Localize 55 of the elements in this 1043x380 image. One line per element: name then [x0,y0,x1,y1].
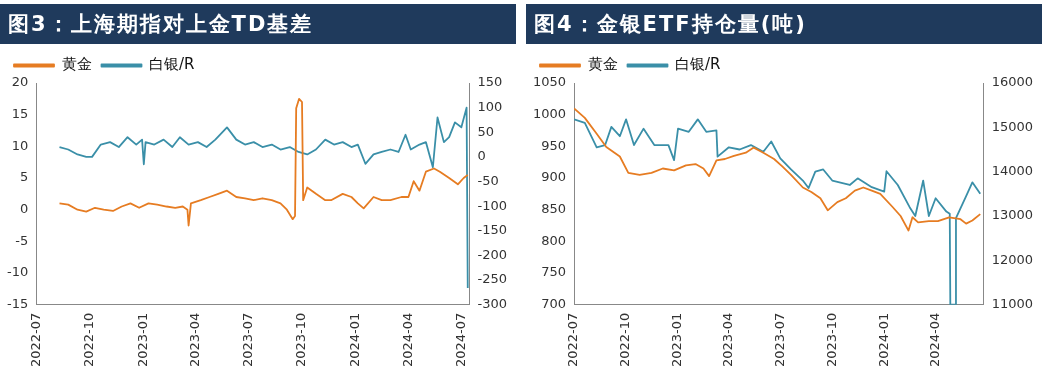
y-tick-label: 15 [11,106,29,122]
y2-tick-label: -250 [477,271,508,287]
y-tick-label: 10 [11,137,29,153]
x-tick-label: 2023-07 [239,312,255,368]
y2-tick-label: 0 [477,148,486,164]
y2-tick-label: 100 [477,99,503,115]
y-tick-label: 1000 [532,106,567,122]
x-tick-label: 2023-04 [186,312,202,368]
legend-label: 黄金 [61,55,92,74]
x-tick-label: 2024-04 [927,312,942,368]
x-tick-label: 2023-10 [823,312,839,368]
y-tick-label: 750 [541,264,567,280]
y2-tick-label: -200 [477,246,508,262]
y-tick-label: -5 [15,232,29,248]
y2-tick-label: 50 [477,123,495,139]
y2-tick-label: 150 [477,74,503,90]
x-tick-label: 2024-04 [399,312,415,368]
y2-tick-label: -150 [477,222,508,238]
x-tick-label: 2023-07 [771,312,787,368]
x-tick-label: 2022-10 [81,312,97,368]
y2-tick-label: -50 [477,172,499,188]
y-tick-label: 800 [541,232,567,248]
y-tick-label: 950 [541,137,567,153]
x-tick-label: 2024-07 [452,312,468,368]
legend-label: 白银/R [675,55,721,74]
y2-tick-label: 11000 [991,296,1033,312]
y2-tick-label: -300 [477,296,508,312]
x-tick-label: 2023-01 [134,312,150,368]
x-tick-label: 2022-07 [27,312,43,368]
y-tick-label: 20 [11,74,29,90]
x-tick-label: 2022-07 [565,312,581,368]
y2-tick-label: 13000 [991,207,1033,223]
y-tick-label: 900 [541,169,567,185]
y-tick-label: -15 [7,296,29,312]
chart-title: 图3：上海期指对上金TD基差 [0,4,516,44]
legend-label: 黄金 [587,55,618,74]
x-tick-label: 2023-10 [293,312,309,368]
x-tick-label: 2022-10 [617,312,633,368]
y2-tick-label: 15000 [991,118,1033,134]
y-tick-label: -10 [7,264,29,280]
x-tick-label: 2024-01 [875,312,891,368]
y2-tick-label: -100 [477,197,508,213]
y-tick-label: 5 [19,169,29,185]
y-tick-label: 0 [19,201,29,217]
x-tick-label: 2023-04 [720,312,736,368]
x-tick-label: 2024-01 [346,312,362,368]
y2-tick-label: 14000 [991,163,1033,179]
y-tick-label: 850 [541,201,567,217]
y2-tick-label: 16000 [991,74,1033,90]
y2-tick-label: 12000 [991,251,1033,267]
y-tick-label: 700 [541,296,567,312]
legend-label: 白银/R [149,55,195,74]
y-tick-label: 1050 [532,74,567,90]
x-tick-label: 2023-01 [669,312,685,368]
chart-title: 图4：金银ETF持仓量(吨) [526,4,1042,44]
